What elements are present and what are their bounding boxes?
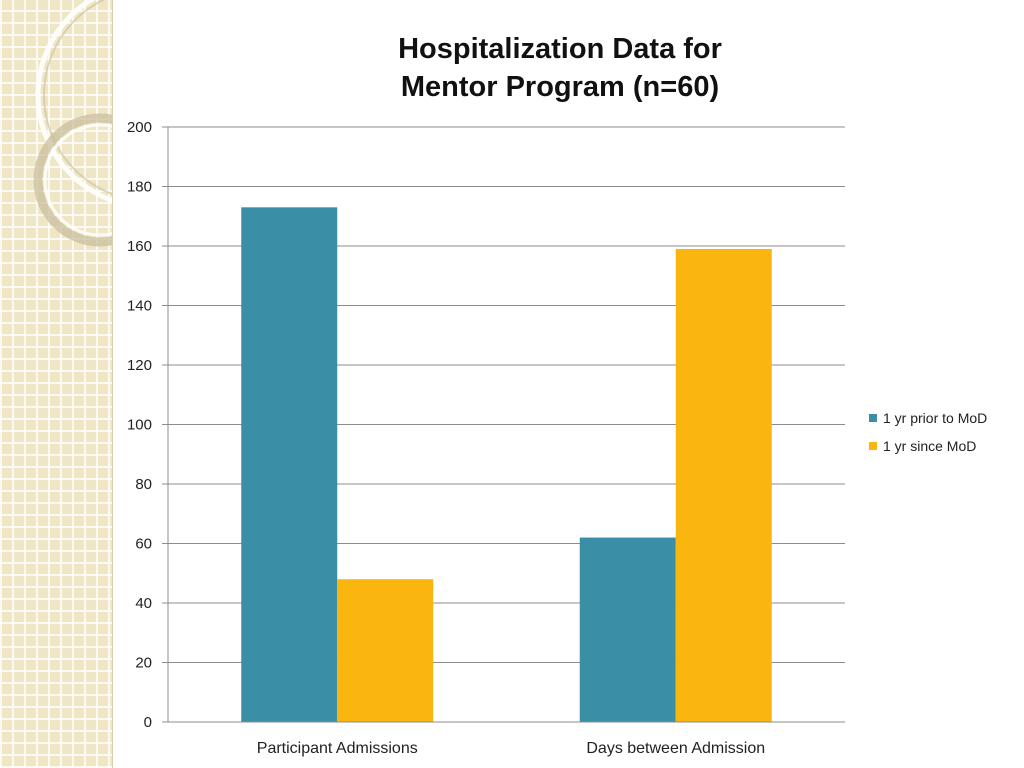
chart-title-line-2: Mentor Program (n=60) [400, 71, 720, 103]
bar [337, 579, 434, 722]
decorative-ring-small [33, 113, 112, 247]
y-tick-label: 160 [127, 238, 152, 255]
y-tick-label: 80 [135, 476, 152, 493]
y-tick-label: 140 [127, 298, 152, 315]
x-category-label: Days between Admission [586, 740, 765, 757]
decorative-rings [33, 0, 112, 247]
bar [675, 248, 772, 722]
bar [241, 207, 338, 722]
legend-swatch [869, 442, 877, 450]
y-tick-label: 100 [127, 417, 152, 434]
y-tick-label: 180 [127, 179, 152, 196]
legend-swatch [869, 414, 877, 422]
chart-title: Hospitalization Data for Mentor Program … [330, 30, 790, 106]
y-tick-label: 0 [144, 714, 152, 731]
legend: 1 yr prior to MoD 1 yr since MoD [869, 410, 987, 454]
decorative-ring-small-highlight [43, 123, 112, 237]
bar [579, 537, 676, 722]
y-tick-label: 200 [127, 119, 152, 136]
bars [241, 207, 772, 722]
decorative-ring-large-shadow [43, 0, 112, 196]
y-tick-label: 20 [135, 655, 152, 672]
y-tick-label: 40 [135, 595, 152, 612]
decorative-side-panel [0, 0, 113, 768]
y-tick-label: 60 [135, 536, 152, 553]
x-category-label: Participant Admissions [257, 740, 418, 757]
decorative-ring-large [35, 0, 112, 203]
axes: 0 20 40 60 80 100 120 140 160 180 200 Participant A… [127, 119, 845, 757]
legend-label: 1 yr prior to MoD [883, 410, 987, 426]
legend-label: 1 yr since MoD [883, 438, 976, 454]
y-tick-label: 120 [127, 357, 152, 374]
chart-title-line-1: Hospitalization Data for [398, 33, 722, 65]
